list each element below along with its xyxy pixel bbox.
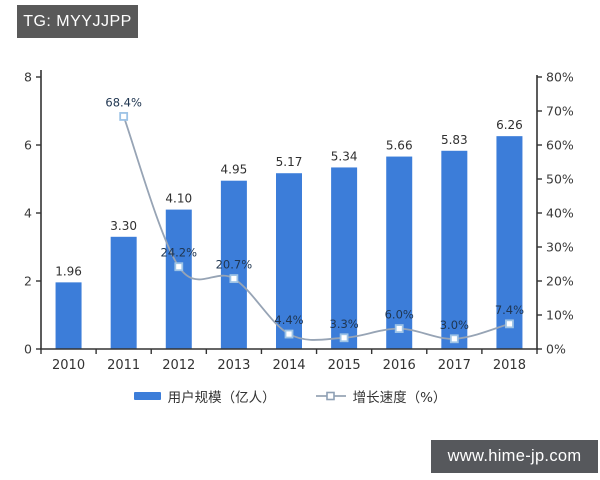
line-marker-2013 [229, 274, 239, 284]
x-axis-label-2013: 2013 [217, 358, 250, 373]
bar-value-label-2013: 4.95 [221, 163, 248, 177]
x-axis-label-2012: 2012 [162, 358, 195, 373]
x-axis-label-2010: 2010 [52, 358, 85, 373]
bar-value-label-2014: 5.17 [276, 155, 303, 169]
line-series-swatch-icon [315, 391, 346, 401]
line-marker-2012 [174, 262, 184, 272]
pct-label-2017: 3.0% [440, 318, 469, 332]
bar-2015 [331, 167, 358, 349]
bar-value-label-2012: 4.10 [165, 192, 192, 206]
line-marker-2017 [449, 334, 459, 344]
x-axis-label-2015: 2015 [328, 358, 361, 373]
right-axis-tick-label: 30% [546, 240, 574, 255]
legend-item-bar-series: 用户规模（亿人） [133, 386, 276, 406]
watermark-bottom-text: www.hime-jp.com [447, 447, 582, 465]
right-axis-tick-label: 10% [546, 308, 574, 323]
legend-item-line-series: 增长速度（%） [315, 386, 447, 406]
legend-label-bar-series: 用户规模（亿人） [167, 390, 276, 406]
left-axis-tick-label: 4 [24, 206, 32, 221]
left-axis-tick-label: 2 [24, 274, 32, 289]
right-axis-tick-label: 20% [546, 274, 574, 289]
right-axis-tick-label: 40% [546, 206, 574, 221]
watermark-top-text: TG: MYYJJPP [23, 12, 132, 30]
left-axis-tick-label: 8 [24, 70, 32, 85]
pct-label-2011: 68.4% [105, 95, 142, 109]
line-marker-2015 [339, 333, 349, 343]
left-axis-tick-label: 0 [24, 342, 32, 357]
pct-label-2016: 6.0% [385, 308, 414, 322]
line-marker-2016 [394, 324, 404, 334]
bar-2018 [496, 136, 523, 349]
x-axis-label-2011: 2011 [107, 358, 140, 373]
bar-2013 [220, 180, 247, 349]
pct-label-2014: 4.4% [274, 313, 303, 327]
bar-value-label-2017: 5.83 [441, 133, 468, 147]
right-axis-tick-label: 60% [546, 138, 574, 153]
bar-value-label-2011: 3.30 [110, 219, 137, 233]
right-axis-tick-label: 0% [546, 342, 566, 357]
bar-2012 [165, 209, 192, 349]
left-axis-tick-label: 6 [24, 138, 32, 153]
x-axis-label-2018: 2018 [493, 358, 526, 373]
x-axis-label-2014: 2014 [272, 358, 305, 373]
bar-2014 [276, 173, 302, 349]
bar-value-label-2010: 1.96 [55, 264, 82, 278]
line-marker-2011 [119, 112, 129, 121]
x-axis-label-2017: 2017 [438, 358, 471, 373]
bar-value-label-2016: 5.66 [386, 139, 413, 153]
bar-2011 [110, 236, 137, 349]
pct-label-2015: 3.3% [330, 317, 359, 331]
legend-label-line-series: 增长速度（%） [352, 390, 447, 406]
line-marker-2018 [505, 319, 514, 329]
bar-value-label-2018: 6.26 [496, 118, 523, 132]
bar-series-swatch-icon [133, 392, 161, 400]
bar-2010 [55, 282, 82, 349]
chart-canvas: 1.96 3.30 4.10 4.95 5.17 5.34 5.66 5.83 6.26 0 2 4 6… [24, 70, 574, 374]
pct-label-2013: 20.7% [216, 258, 253, 272]
x-axis-label-2016: 2016 [383, 358, 416, 373]
watermark-top-badge: TG: MYYJJPP [17, 5, 138, 38]
bar-2017 [441, 150, 468, 349]
watermark-bottom-badge: www.hime-jp.com [431, 440, 598, 473]
bar-value-label-2015: 5.34 [331, 149, 358, 163]
line-marker-2014 [284, 329, 294, 339]
right-axis-tick-label: 70% [546, 104, 574, 119]
right-axis-tick-label: 80% [546, 70, 574, 85]
pct-label-2012: 24.2% [161, 246, 198, 260]
pct-label-2018: 7.4% [495, 303, 524, 317]
chart-legend: 用户规模（亿人） 增长速度（%） [0, 384, 580, 408]
bar-2016 [386, 156, 413, 349]
right-axis-tick-label: 50% [546, 172, 574, 187]
